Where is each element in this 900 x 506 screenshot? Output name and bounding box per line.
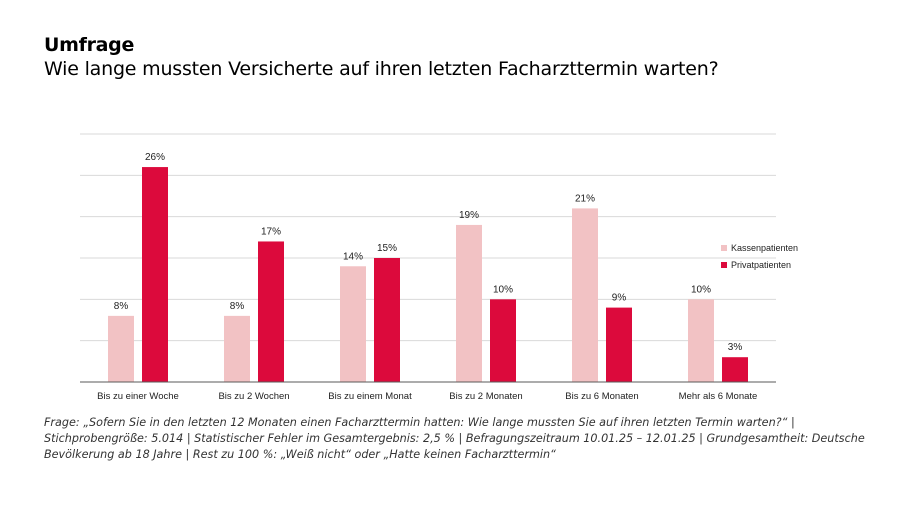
bar-privatpatienten: [606, 307, 632, 382]
footnote-line-1: Frage: „Sofern Sie in den letzten 12 Mon…: [44, 416, 795, 429]
footnote-line-2: Stichprobengröße: 5.014 | Statistischer …: [44, 432, 865, 445]
survey-kicker: Umfrage: [44, 34, 135, 56]
bar-privatpatienten: [722, 357, 748, 382]
bar-privatpatienten: [258, 241, 284, 382]
data-label: 8%: [230, 301, 245, 312]
data-label: 17%: [261, 226, 281, 237]
data-label: 3%: [728, 342, 743, 353]
category-label: Bis zu 2 Monaten: [449, 391, 522, 402]
data-label: 14%: [343, 251, 363, 262]
category-label: Bis zu einer Woche: [97, 391, 179, 402]
footnote: Frage: „Sofern Sie in den letzten 12 Mon…: [44, 415, 874, 463]
bar-kassenpatienten: [456, 224, 482, 382]
category-label: Mehr als 6 Monate: [679, 391, 758, 402]
data-label: 9%: [612, 293, 627, 304]
legend-swatch: [721, 245, 727, 251]
category-label: Bis zu 2 Wochen: [218, 391, 289, 402]
footnote-line-3: Bevölkerung ab 18 Jahre | Rest zu 100 %:…: [44, 448, 556, 461]
data-label: 10%: [493, 284, 513, 295]
bar-kassenpatienten: [688, 299, 714, 382]
category-label: Bis zu einem Monat: [328, 391, 412, 402]
data-label: 10%: [691, 284, 711, 295]
legend-swatch: [721, 262, 727, 268]
data-label: 19%: [459, 210, 479, 221]
data-label: 15%: [377, 243, 397, 254]
legend-label: Kassenpatienten: [731, 243, 798, 253]
category-label: Bis zu 6 Monaten: [565, 391, 638, 402]
data-label: 26%: [145, 152, 165, 163]
bar-kassenpatienten: [224, 315, 250, 382]
bar-kassenpatienten: [572, 208, 598, 382]
legend-label: Privatpatienten: [731, 260, 791, 270]
bar-kassenpatienten: [108, 315, 134, 382]
data-label: 21%: [575, 193, 595, 204]
bar-kassenpatienten: [340, 266, 366, 382]
bar-privatpatienten: [490, 299, 516, 382]
bar-privatpatienten: [374, 258, 400, 382]
data-label: 8%: [114, 301, 129, 312]
page-title: Wie lange mussten Versicherte auf ihren …: [44, 58, 719, 80]
bar-privatpatienten: [142, 167, 168, 382]
